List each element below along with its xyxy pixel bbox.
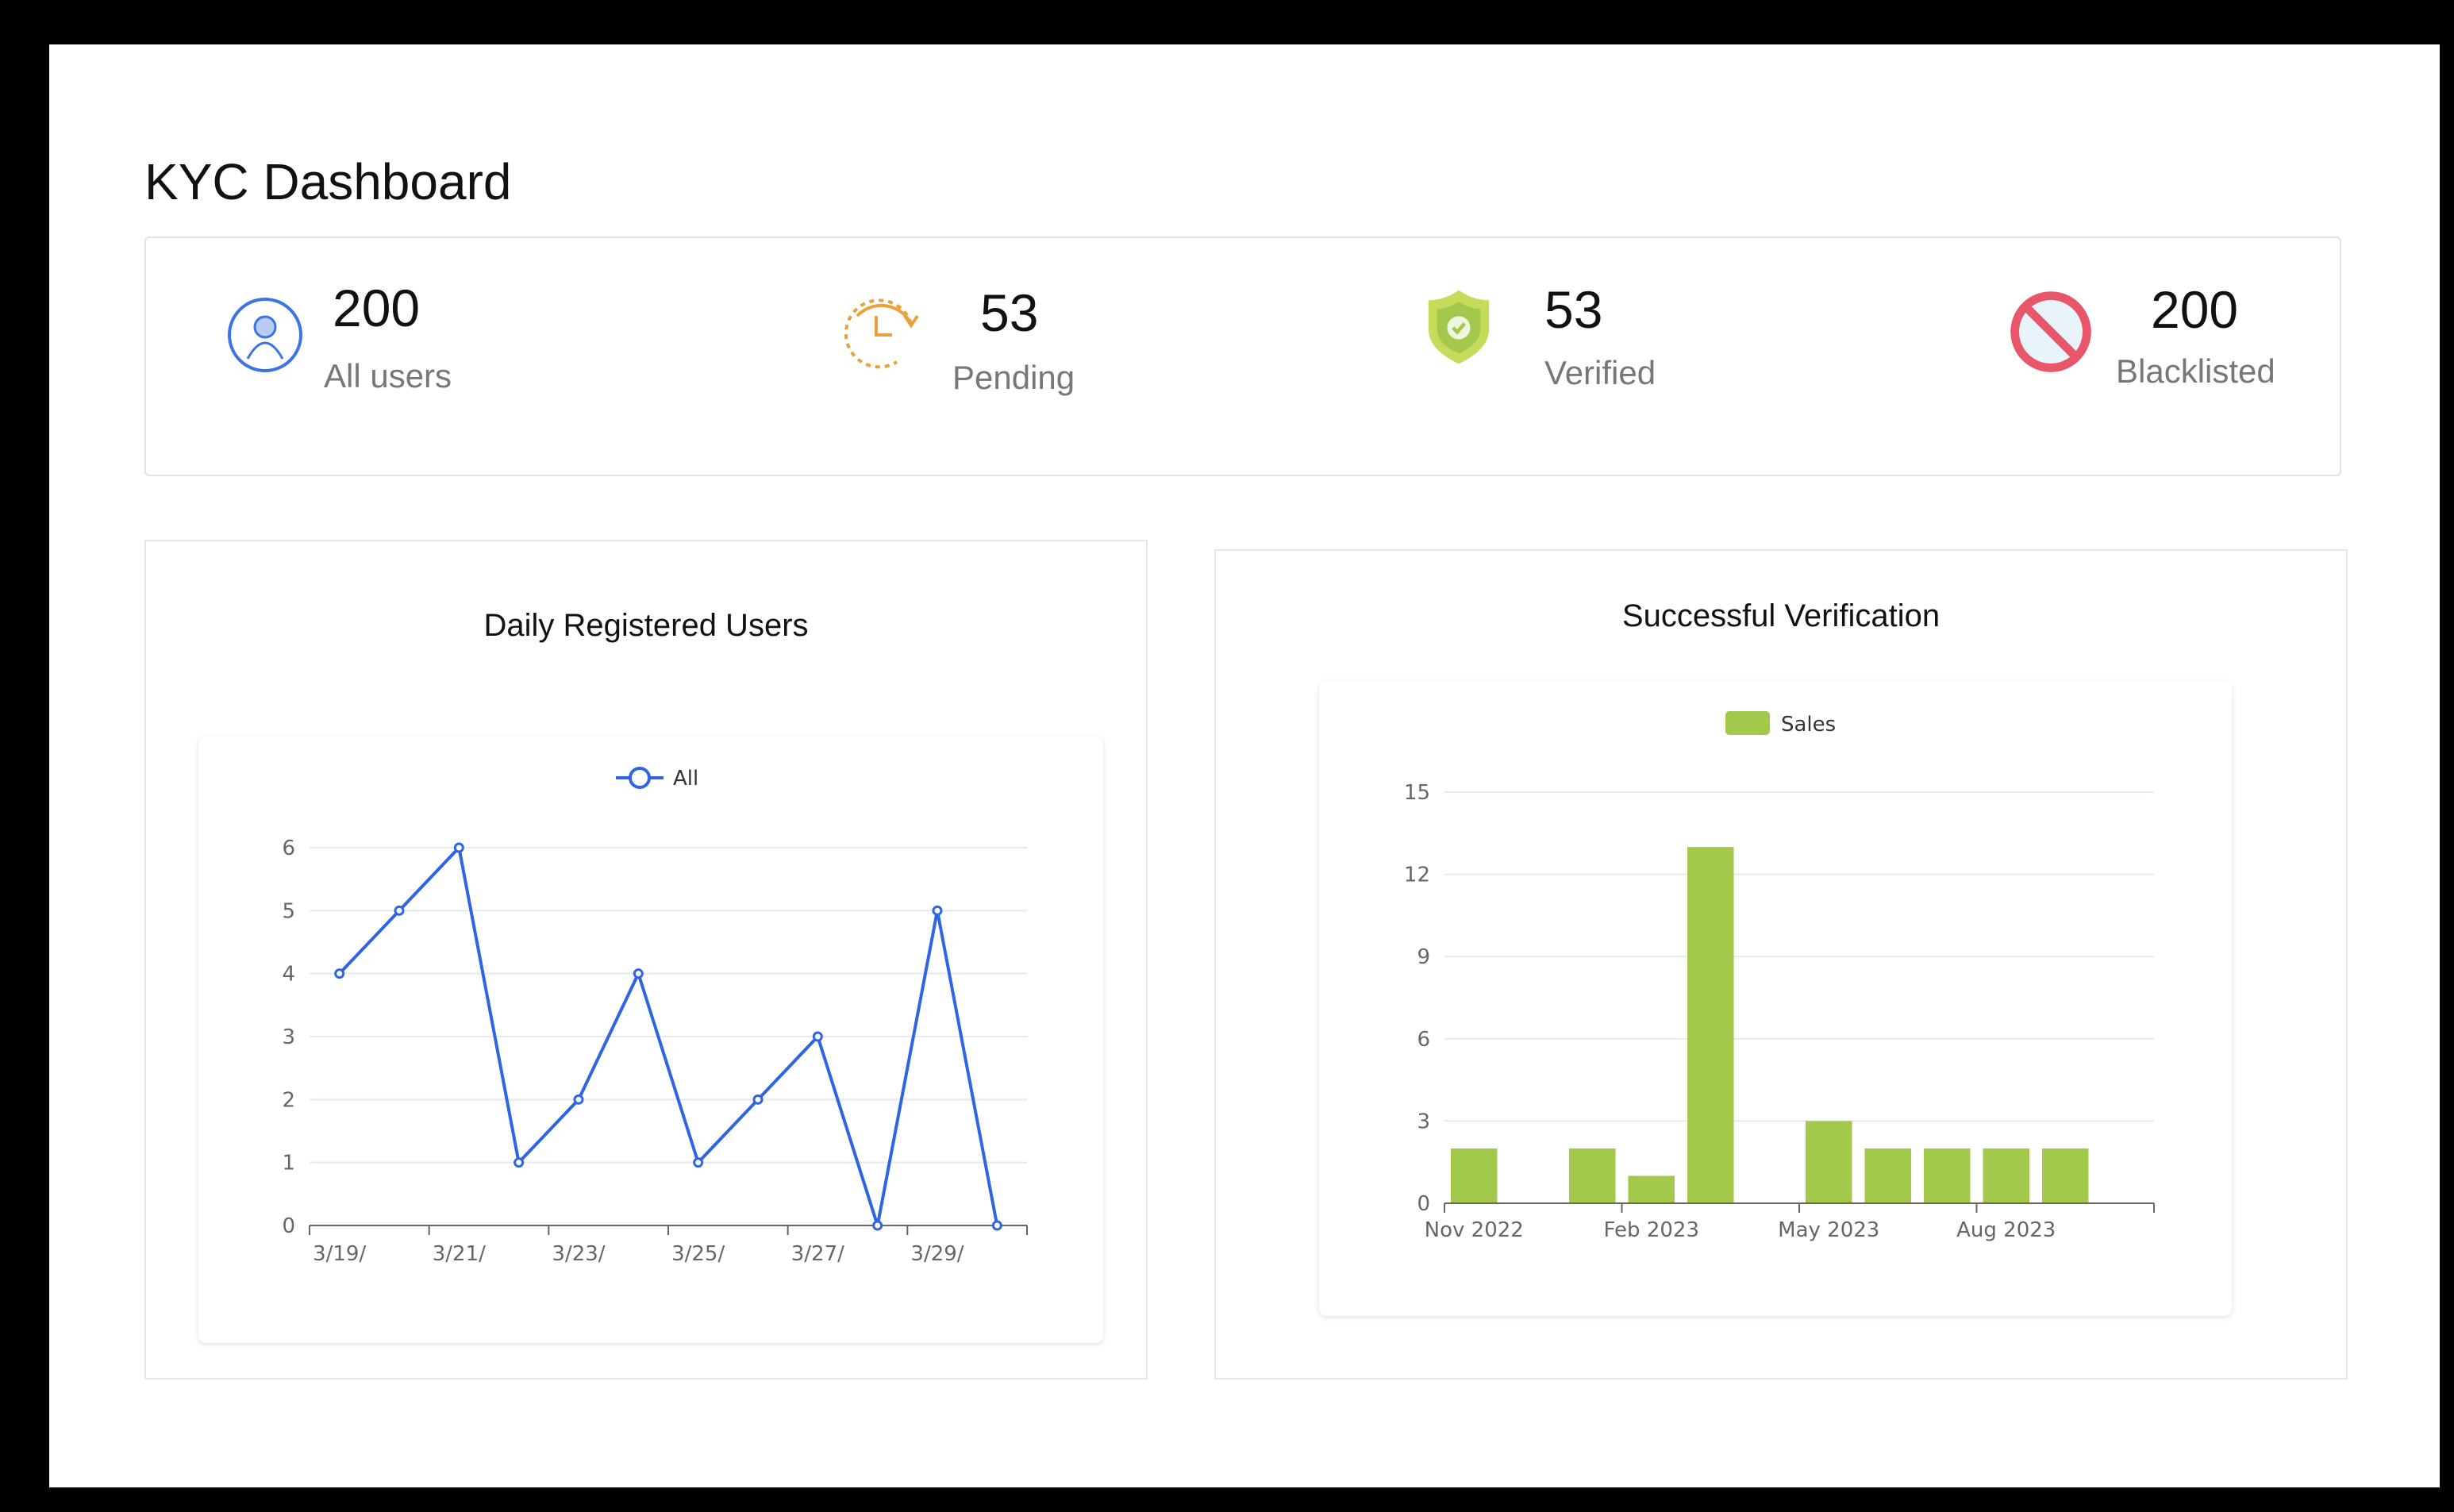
x-tick-label: Nov 2022	[1425, 1218, 1524, 1242]
bar	[1687, 847, 1734, 1203]
ban-icon	[2010, 291, 2091, 372]
shield-check-icon	[1428, 290, 1490, 364]
legend-label: Sales	[1781, 713, 1836, 737]
stat-label: Pending	[952, 359, 1075, 396]
stat-value: 53	[980, 283, 1039, 342]
y-tick-label: 4	[282, 963, 295, 987]
data-point	[812, 1031, 823, 1042]
y-tick-label: 2	[282, 1088, 295, 1112]
user-circle-icon	[228, 298, 302, 372]
line-chart[interactable]: 0 1 2 3 4 5 6 3/19/3/21/3/23/3/25/3/27/3/29/All	[198, 737, 1103, 1343]
bar	[1924, 1148, 1971, 1203]
chart-title: Daily Registered Users	[483, 608, 809, 643]
data-point	[932, 905, 943, 916]
data-point	[573, 1094, 584, 1105]
data-point	[334, 968, 345, 979]
bar	[1628, 1175, 1675, 1203]
x-tick-label: Feb 2023	[1604, 1218, 1699, 1242]
legend-swatch-icon	[1725, 711, 1770, 735]
x-tick-label: May 2023	[1778, 1218, 1879, 1242]
x-tick-label: Aug 2023	[1956, 1218, 2056, 1242]
page-title: KYC Dashboard	[144, 153, 512, 210]
data-point	[991, 1220, 1002, 1231]
stat-label: Verified	[1544, 354, 1656, 391]
bar	[1806, 1121, 1852, 1203]
y-tick-label: 0	[282, 1214, 295, 1238]
x-tick-label: 3/23/	[552, 1242, 605, 1266]
x-tick-label: 3/27/	[791, 1242, 844, 1266]
y-tick-label: 5	[282, 899, 295, 923]
bar	[1451, 1148, 1498, 1203]
stat-value: 53	[1544, 280, 1603, 339]
y-tick-label: 12	[1404, 864, 1430, 887]
bar-chart[interactable]: 0 3 6 9 12 15 Nov 2022 Feb 2023 May 2023 Aug 2023…	[1319, 681, 2232, 1316]
clock-refresh-icon	[844, 298, 919, 369]
bar	[1983, 1148, 2029, 1203]
data-point	[752, 1094, 764, 1105]
data-point	[633, 968, 644, 979]
data-point	[394, 905, 405, 916]
y-tick-label: 3	[282, 1025, 295, 1049]
legend-label: All	[673, 767, 698, 791]
line-chart-container: 0 1 2 3 4 5 6 3/19/3/21/3/23/3/25/3/27/3/29/All	[198, 737, 1103, 1343]
data-point	[453, 842, 464, 853]
successful-verification-card: Successful Verification 0 3 6 9 12 15 Nov 2022…	[1214, 549, 2348, 1379]
legend-marker-icon	[629, 767, 651, 789]
y-tick-label: 15	[1404, 781, 1430, 805]
y-tick-label: 3	[1417, 1110, 1430, 1133]
stat-value: 200	[333, 279, 421, 337]
y-tick-label: 0	[1417, 1192, 1430, 1216]
data-point	[872, 1220, 883, 1231]
chart-title: Successful Verification	[1621, 598, 1941, 633]
line-series-all	[338, 844, 999, 1226]
x-tick-label: 3/21/	[433, 1242, 486, 1266]
bar	[1569, 1148, 1616, 1203]
y-tick-label: 9	[1417, 945, 1430, 969]
stats-panel: 200 All users 53 Pending 53 Verified 200…	[144, 237, 2341, 476]
stat-label: All users	[324, 357, 452, 394]
y-tick-label: 6	[1417, 1028, 1430, 1052]
data-point	[693, 1157, 704, 1168]
daily-registered-users-card: Daily Registered Users 0 1 2 3 4 5 6 3/19/3/21/…	[144, 540, 1148, 1379]
stat-label: Blacklisted	[2116, 352, 2275, 390]
bar	[2042, 1148, 2089, 1203]
data-point	[513, 1157, 525, 1168]
x-tick-label: 3/25/	[671, 1242, 725, 1266]
stat-value: 200	[2151, 280, 2239, 339]
x-tick-label: 3/29/	[910, 1242, 964, 1266]
bar	[1864, 1148, 1911, 1203]
bar-chart-container: 0 3 6 9 12 15 Nov 2022 Feb 2023 May 2023 Aug 2023…	[1319, 681, 2232, 1316]
y-tick-label: 1	[282, 1152, 295, 1175]
x-tick-label: 3/19/	[313, 1242, 366, 1266]
y-tick-label: 6	[282, 837, 295, 860]
